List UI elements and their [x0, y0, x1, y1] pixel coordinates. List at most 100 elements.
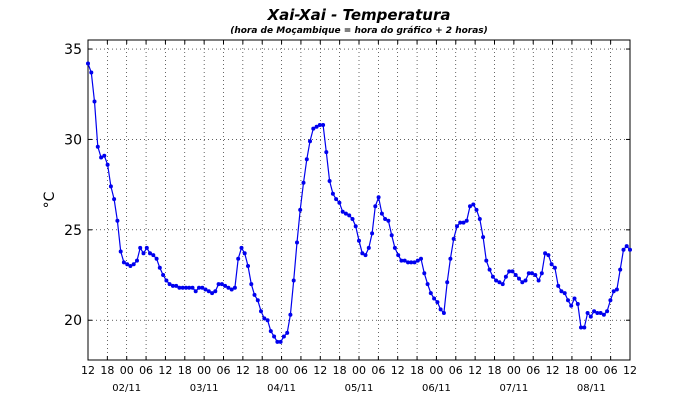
x-tick-label: 00: [429, 364, 443, 377]
data-point: [275, 339, 280, 344]
x-tick-label: 18: [255, 364, 269, 377]
data-point: [494, 278, 499, 283]
x-tick-label: 06: [294, 364, 308, 377]
data-point: [255, 298, 260, 303]
data-point: [588, 314, 593, 319]
data-point: [445, 280, 450, 285]
data-point: [389, 233, 394, 238]
data-point: [187, 285, 192, 290]
data-point: [448, 256, 453, 261]
data-point: [438, 307, 443, 312]
data-point: [406, 260, 410, 265]
data-point: [216, 282, 221, 287]
data-point: [203, 287, 208, 292]
date-labels: 02/11 03/11 04/11 05/11 06/11 07/11 08/11: [112, 383, 605, 394]
data-point: [598, 311, 603, 315]
data-point: [500, 282, 505, 287]
x-tick-label: 12: [623, 364, 637, 377]
data-point: [441, 311, 446, 315]
data-point: [295, 240, 299, 245]
x-tick-label: 00: [197, 364, 211, 377]
data-point: [314, 124, 319, 129]
data-point: [601, 312, 606, 317]
x-tick-label: 00: [584, 364, 598, 377]
data-point: [190, 285, 195, 290]
data-point: [383, 217, 388, 221]
x-tick-label: 18: [100, 364, 114, 377]
data-point: [533, 273, 538, 277]
data-point: [138, 245, 143, 250]
data-point: [360, 251, 365, 256]
data-point: [223, 283, 228, 288]
data-point: [281, 334, 286, 339]
data-point: [399, 258, 404, 263]
data-point: [595, 311, 600, 315]
data-point: [366, 245, 371, 250]
x-tick-label: 12: [391, 364, 405, 377]
data-point: [608, 298, 613, 303]
data-point: [549, 262, 554, 267]
data-point: [556, 283, 561, 288]
data-point: [242, 251, 247, 256]
y-axis-label: °C: [42, 191, 58, 208]
data-point: [624, 244, 629, 249]
data-point: [272, 334, 277, 339]
x-tick-label: 12: [158, 364, 172, 377]
x-tick-label: 00: [275, 364, 289, 377]
data-point: [471, 202, 476, 207]
plot-frame: [87, 39, 631, 361]
data-point: [112, 197, 117, 202]
data-point: [174, 283, 179, 288]
data-point: [304, 157, 309, 162]
date-label: 03/11: [190, 383, 219, 394]
series-temperature: [86, 61, 632, 344]
data-point: [95, 144, 100, 149]
data-point: [148, 251, 152, 256]
data-point: [510, 269, 515, 274]
data-point: [412, 260, 417, 265]
data-point: [530, 271, 534, 276]
date-label: 02/11: [112, 383, 141, 394]
data-point: [157, 265, 162, 270]
data-point: [419, 256, 423, 261]
data-point: [340, 209, 345, 214]
x-tick-label: 06: [526, 364, 540, 377]
data-point: [370, 231, 375, 236]
data-point: [144, 245, 149, 250]
data-point: [618, 267, 623, 272]
data-point: [517, 276, 521, 281]
grid-lines: [88, 40, 630, 360]
y-tick-label: 30: [64, 132, 82, 148]
x-tick-label: 00: [352, 364, 366, 377]
data-point: [89, 70, 94, 75]
data-point: [324, 150, 329, 155]
x-tick-label: 06: [371, 364, 385, 377]
x-tick-label: 12: [81, 364, 95, 377]
data-point: [477, 217, 482, 221]
data-point: [474, 207, 479, 212]
data-point: [468, 204, 472, 209]
data-point: [278, 339, 283, 344]
data-point: [458, 220, 463, 225]
data-point: [523, 278, 528, 283]
data-point: [330, 191, 335, 196]
data-point: [575, 302, 580, 306]
data-point: [373, 204, 378, 209]
x-tick-labels: 12 18 00 06 12 18 00 06 12 18 00 06 12 18 00 06 12 18 00 06…: [81, 364, 637, 377]
x-tick-label: 00: [120, 364, 134, 377]
data-point: [288, 312, 293, 317]
x-tick-label: 06: [139, 364, 153, 377]
data-point: [579, 325, 583, 330]
data-point: [291, 278, 296, 283]
data-point: [396, 253, 401, 258]
x-tick-label: 18: [410, 364, 424, 377]
data-point: [592, 309, 597, 314]
data-point: [386, 218, 391, 223]
data-point: [252, 292, 257, 297]
data-point: [415, 258, 420, 263]
y-tick-label: 35: [64, 42, 82, 58]
data-point: [167, 282, 172, 287]
data-point: [128, 264, 133, 268]
data-point: [621, 247, 626, 252]
